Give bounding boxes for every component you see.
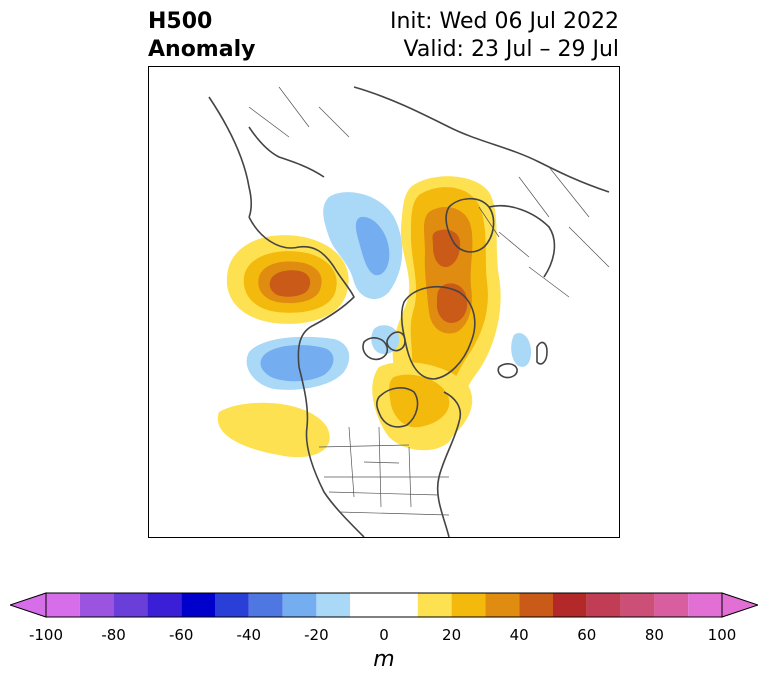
colorbar-bins [46,593,722,617]
colorbar-extend-low [10,592,47,618]
colorbar-bin [519,593,553,617]
title-line-1: H500 [148,9,213,34]
negative-anomaly-north-atlantic [511,332,531,367]
colorbar-tick-label: 60 [577,626,597,644]
title-line-2: Anomaly [148,37,256,62]
colorbar-bin [215,593,249,617]
negative-anomaly-canadian-arctic [371,325,400,355]
colorbar-bin [316,593,351,617]
colorbar-bin [620,593,655,617]
colorbar-tick-label: 80 [644,626,664,644]
colorbar-bin [485,593,520,617]
anomaly-shading [217,176,531,458]
anomaly-map [148,66,620,538]
colorbar [10,592,758,618]
colorbar-bin [181,593,215,617]
colorbar-tick-label: -20 [304,626,329,644]
colorbar-unit-label: m [373,647,395,672]
valid-range-label: Valid: 23 Jul – 29 Jul [403,37,619,62]
chart-title: H500 Anomaly [148,8,255,64]
colorbar-tick-label: 40 [509,626,529,644]
date-info: Init: Wed 06 Jul 2022 Valid: 23 Jul – 29… [390,8,619,64]
political-borders [248,86,610,516]
colorbar-bin [417,593,452,617]
positive-anomaly-north-pacific [217,402,330,458]
colorbar-bin [451,593,486,617]
colorbar-bin [46,593,80,617]
colorbar-bin [282,593,317,617]
positive-anomaly-alaska [226,235,349,324]
colorbar-bin [586,593,621,617]
colorbar-tick-label: -100 [28,626,64,644]
map-canvas [208,86,610,537]
colorbar-bin [350,593,418,617]
colorbar-tick-label: 0 [379,626,389,644]
colorbar-bin [113,593,148,617]
colorbar-bin [248,593,283,617]
colorbar-tick-label: -40 [236,626,262,644]
negative-anomaly-siberia [323,192,403,300]
colorbar-tick-label: -80 [101,626,126,644]
colorbar-bin [79,593,114,617]
colorbar-tick-label: 100 [707,626,737,644]
colorbar-bin [147,593,182,617]
init-date-label: Init: Wed 06 Jul 2022 [389,9,619,34]
colorbar-tick-label: 20 [442,626,462,644]
colorbar-bin [654,593,689,617]
colorbar-bin [688,593,722,617]
coastlines [208,86,610,537]
colorbar-extend-high [721,592,758,618]
colorbar-tick-label: -60 [168,626,194,644]
colorbar-outline [45,592,723,618]
colorbar-bin [553,593,587,617]
